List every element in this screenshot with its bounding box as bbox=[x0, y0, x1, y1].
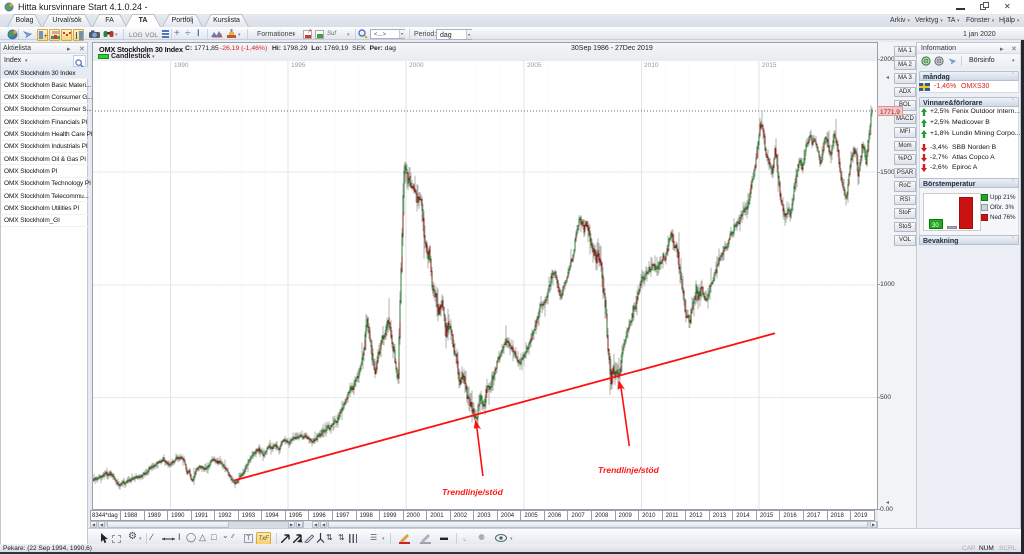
svg-text:1995: 1995 bbox=[291, 62, 306, 69]
svg-text:2010: 2010 bbox=[644, 62, 659, 69]
svg-text:Trendlinje/stöd: Trendlinje/stöd bbox=[598, 465, 660, 475]
svg-text:Trendlinje/stöd: Trendlinje/stöd bbox=[442, 487, 504, 497]
svg-text:2000: 2000 bbox=[409, 62, 424, 69]
svg-text:2015: 2015 bbox=[762, 62, 777, 69]
svg-text:1990: 1990 bbox=[174, 62, 189, 69]
svg-text:2005: 2005 bbox=[527, 62, 542, 69]
